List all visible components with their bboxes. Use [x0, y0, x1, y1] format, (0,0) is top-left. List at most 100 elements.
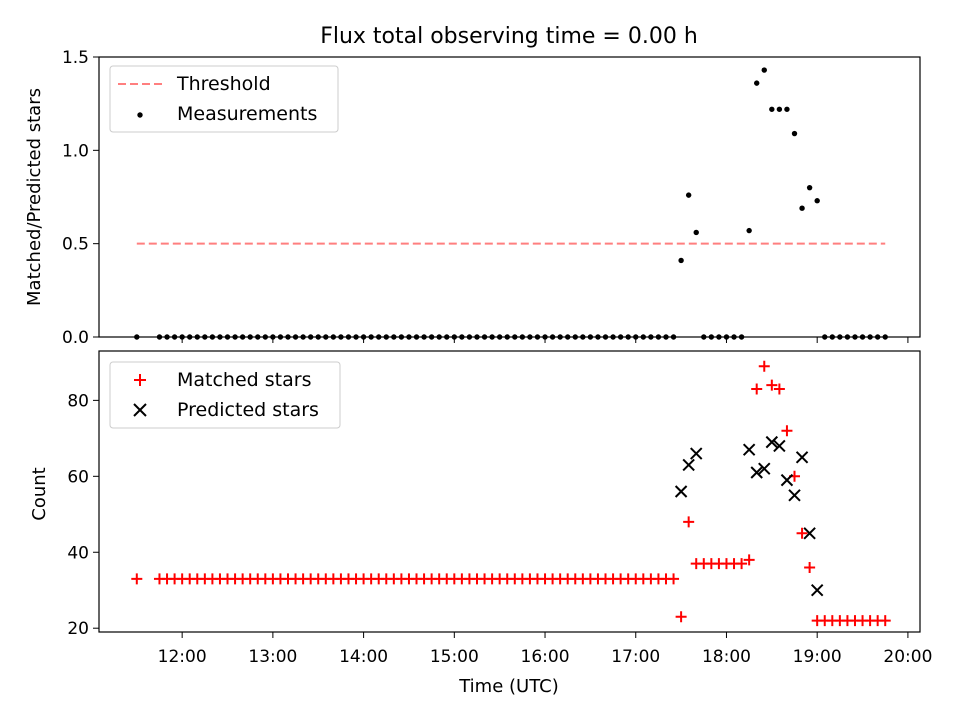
measurement-point [844, 334, 851, 340]
measurement-point [580, 334, 586, 340]
measurement-point [799, 205, 805, 211]
measurement-point [262, 334, 269, 340]
top-legend-box [109, 65, 339, 133]
top-y-tick-label: 1.0 [62, 141, 89, 161]
measurement-point [383, 334, 389, 340]
measurement-point [353, 334, 359, 340]
bottom-panel: 20 40 60 80 12:00 13:00 14:00 15:00 16:00 17:00 18… [67, 350, 932, 667]
measurement-point [474, 334, 480, 340]
predicted-star-point [803, 527, 816, 540]
measurement-point [217, 334, 223, 340]
measurement-point [224, 334, 231, 340]
matched-star-point [668, 573, 680, 585]
bottom-y-tick-label: 40 [67, 543, 89, 563]
measurement-point [338, 334, 344, 340]
measurement-point [837, 334, 843, 340]
measurement-point [134, 334, 140, 340]
legend-predicted-label: Predicted stars [177, 399, 319, 421]
measurement-point [806, 184, 813, 191]
matched-star-point [804, 561, 816, 573]
predicted-star-point [795, 451, 809, 464]
measurement-point [557, 334, 563, 340]
measurement-point [670, 334, 677, 340]
x-tick-label: 14:00 [339, 647, 388, 667]
measurement-point [648, 334, 654, 340]
measurement-point [270, 334, 276, 340]
top-legend: Threshold Measurements [109, 65, 339, 133]
measurement-point [247, 334, 253, 340]
bottom-y-tick-label: 60 [67, 467, 89, 487]
measurement-point [610, 334, 616, 340]
measurement-point [421, 334, 427, 340]
predicted-star-point [674, 485, 688, 498]
measurement-point [209, 334, 216, 340]
measurement-point [519, 334, 526, 340]
legend-measurements-label: Measurements [177, 103, 317, 125]
measurement-point [814, 198, 820, 204]
measurement-point [187, 334, 193, 340]
measurement-point [640, 334, 647, 340]
measurement-point [738, 334, 745, 340]
measurement-point [413, 334, 420, 340]
measurement-point [549, 334, 556, 340]
measurement-point [368, 334, 374, 340]
measurement-point [595, 334, 601, 340]
x-tick-label: 16:00 [521, 647, 570, 667]
matched-star-point [743, 554, 755, 566]
measurement-point [685, 192, 692, 198]
measurement-point [292, 334, 299, 340]
measurement-point [481, 334, 488, 340]
measurement-point [345, 334, 352, 340]
measurement-point [194, 334, 200, 340]
measurement-point [731, 334, 737, 340]
measurement-point [791, 130, 798, 137]
measurement-point [398, 334, 405, 340]
measurement-point [171, 334, 178, 340]
measurement-point [867, 334, 873, 340]
measurement-point [512, 334, 518, 340]
matched-star-point [773, 383, 785, 395]
predicted-star-point [682, 458, 695, 472]
measurement-point [882, 334, 888, 340]
predicted-star-point [773, 439, 786, 453]
measurement-point [572, 334, 578, 340]
predicted-star-point [690, 447, 703, 460]
measurement-point [633, 334, 639, 340]
measurement-point [602, 334, 609, 340]
measurement-point [542, 334, 548, 340]
measurement-point [625, 334, 631, 340]
measurement-point [852, 334, 858, 340]
measurement-point [663, 334, 669, 340]
matched-star-point [879, 615, 891, 627]
measurement-point [285, 334, 291, 340]
measurement-point [678, 257, 684, 264]
matched-star-point [675, 611, 687, 623]
measurement-point [489, 334, 495, 340]
x-axis-label: Time (UTC) [458, 676, 559, 697]
x-tick-label: 13:00 [248, 647, 297, 667]
chart-title: Flux total observing time = 0.00 h [320, 24, 698, 49]
top-y-tick-label: 0.5 [62, 235, 89, 255]
measurement-point [360, 334, 367, 340]
bottom-y-tick-label: 80 [67, 391, 89, 411]
measurement-point [451, 334, 458, 340]
x-tick-label: 15:00 [430, 647, 479, 667]
measurement-point [232, 334, 238, 340]
matched-star-point [758, 360, 770, 372]
measurement-point [164, 334, 170, 340]
measurement-point [391, 334, 397, 340]
measurement-point [746, 227, 752, 234]
measurement-point [376, 334, 382, 340]
predicted-star-point [750, 466, 763, 479]
measurement-point [655, 334, 662, 340]
matched-star-point [131, 573, 143, 585]
measurement-point [829, 334, 836, 340]
measurement-point [776, 106, 783, 112]
measurement-point [466, 334, 473, 340]
bottom-y-tick-label: 20 [67, 619, 89, 639]
top-y-tick-label: 1.5 [62, 48, 89, 68]
x-tick-label: 20:00 [883, 647, 932, 667]
matched-star-point [796, 527, 808, 539]
top-panel: 0.0 0.5 1.0 1.5 [62, 48, 921, 348]
